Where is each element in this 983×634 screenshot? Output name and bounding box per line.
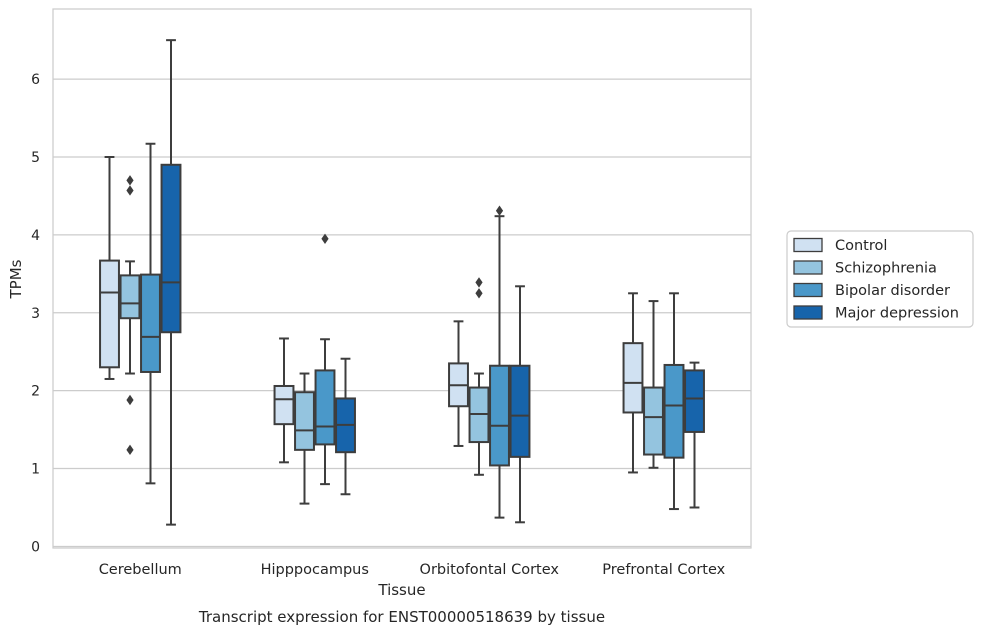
x-tick-labels: Cerebellum Hipppocampus Orbitofontal Corte…	[99, 562, 726, 578]
box-0-2	[140, 142, 161, 485]
box-body	[273, 384, 295, 426]
legend-label: Control	[835, 238, 887, 254]
legend-swatch	[793, 282, 823, 298]
x-axis-label: Tissue	[377, 581, 425, 599]
plot-frame	[52, 8, 752, 549]
box-body	[643, 386, 664, 456]
outlier-point	[321, 233, 329, 244]
outlier-point	[126, 394, 134, 406]
box-body	[684, 369, 705, 433]
box-body	[119, 274, 141, 320]
legend-frame	[786, 230, 974, 328]
legend-swatch	[793, 260, 823, 275]
box-body	[160, 163, 182, 334]
y-tick-label: 6	[31, 72, 40, 88]
box-1-2	[314, 233, 336, 486]
outlier-point	[126, 175, 134, 186]
outlier-point	[475, 277, 483, 288]
outlier-point	[126, 185, 134, 196]
box-body	[489, 364, 510, 467]
box-1-1	[294, 372, 315, 505]
box-0-3	[160, 39, 182, 526]
y-tick-label: 3	[31, 306, 40, 322]
box-body	[663, 363, 685, 459]
box-body	[294, 391, 315, 451]
box-3-2	[663, 292, 685, 511]
legend-label: Major depression	[835, 306, 959, 322]
y-tick-label: 0	[31, 539, 40, 555]
box-2-1	[468, 277, 490, 476]
box-3-1	[643, 300, 664, 469]
legend-swatch	[793, 305, 823, 320]
y-tick-label: 4	[31, 228, 40, 244]
legend: Control Schizophrenia Bipolar disorder Majo…	[786, 230, 974, 328]
box-2-0	[448, 320, 469, 447]
box-body	[509, 364, 531, 458]
x-tick-label: Prefrontal Cortex	[602, 562, 725, 578]
legend-swatch	[793, 237, 823, 253]
box-3-0	[622, 292, 644, 474]
box-3-3	[684, 361, 705, 509]
box-1-3	[335, 357, 356, 496]
x-tick-label: Orbitofontal Cortex	[420, 562, 560, 578]
y-tick-label: 1	[31, 462, 40, 478]
y-tick-label: 5	[31, 150, 40, 166]
y-tick-labels: 0 1 2 3 4 5 6	[31, 72, 40, 555]
box-body	[140, 273, 161, 373]
chart-caption: Transcript expression for ENST0000051863…	[198, 608, 605, 626]
box-0-0	[99, 155, 120, 380]
outlier-point	[495, 205, 504, 216]
legend-label: Schizophrenia	[835, 261, 937, 277]
x-tick-label: Cerebellum	[99, 562, 182, 578]
box-2-3	[509, 285, 531, 524]
box-series	[99, 39, 705, 526]
box-body	[314, 369, 336, 446]
box-body	[99, 259, 120, 369]
y-axis-label: TPMs	[7, 259, 25, 299]
outlier-point	[126, 444, 134, 456]
box-0-1	[119, 175, 141, 456]
legend-label: Bipolar disorder	[835, 283, 950, 299]
outlier-point	[475, 288, 483, 299]
box-1-0	[273, 337, 295, 464]
x-tick-label: Hipppocampus	[261, 562, 369, 578]
y-tick-label: 2	[31, 384, 40, 400]
box-2-2	[489, 205, 510, 519]
box-body	[622, 342, 644, 414]
